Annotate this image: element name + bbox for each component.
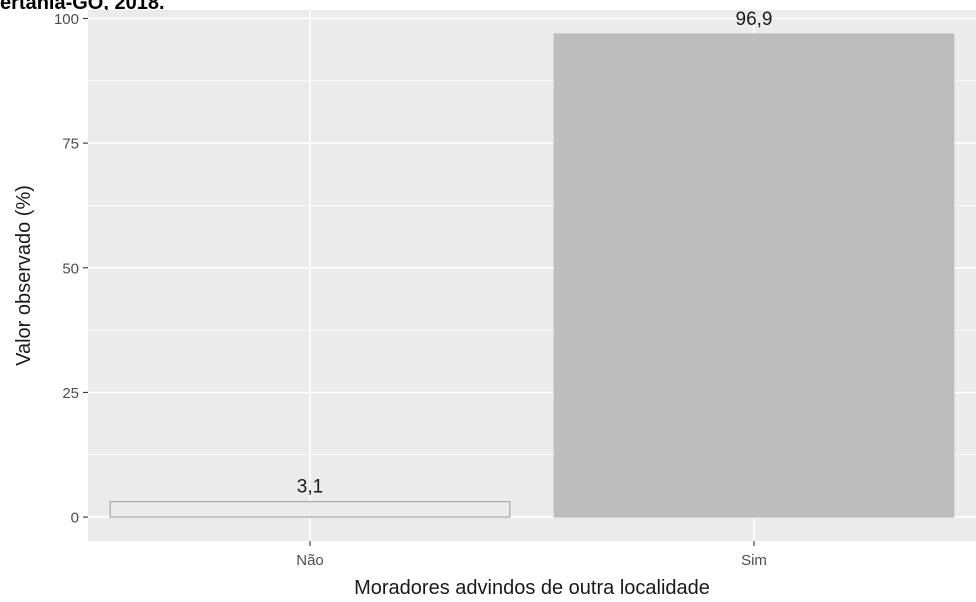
y-tick-label: 0 — [71, 510, 79, 527]
y-tick-label: 75 — [62, 136, 79, 153]
y-tick-label: 50 — [62, 260, 79, 277]
y-axis: 0 25 50 75 100 — [54, 11, 88, 527]
x-axis: Não Sim — [296, 541, 767, 569]
y-tick-label: 100 — [54, 11, 79, 28]
bar-sim — [553, 33, 955, 518]
y-axis-title: Valor observado (%) — [13, 185, 35, 366]
x-tick-label: Não — [296, 552, 324, 569]
bar-value-label: 96,9 — [736, 9, 773, 30]
y-tick-label: 25 — [62, 385, 79, 402]
bar-value-labels: 3,1 96,9 — [297, 9, 773, 498]
x-tick-label: Sim — [741, 552, 767, 569]
x-axis-title: Moradores advindos de outra localidade — [354, 577, 710, 599]
bars — [109, 33, 955, 518]
bar-value-label: 3,1 — [297, 477, 323, 498]
bar-não — [109, 501, 511, 518]
